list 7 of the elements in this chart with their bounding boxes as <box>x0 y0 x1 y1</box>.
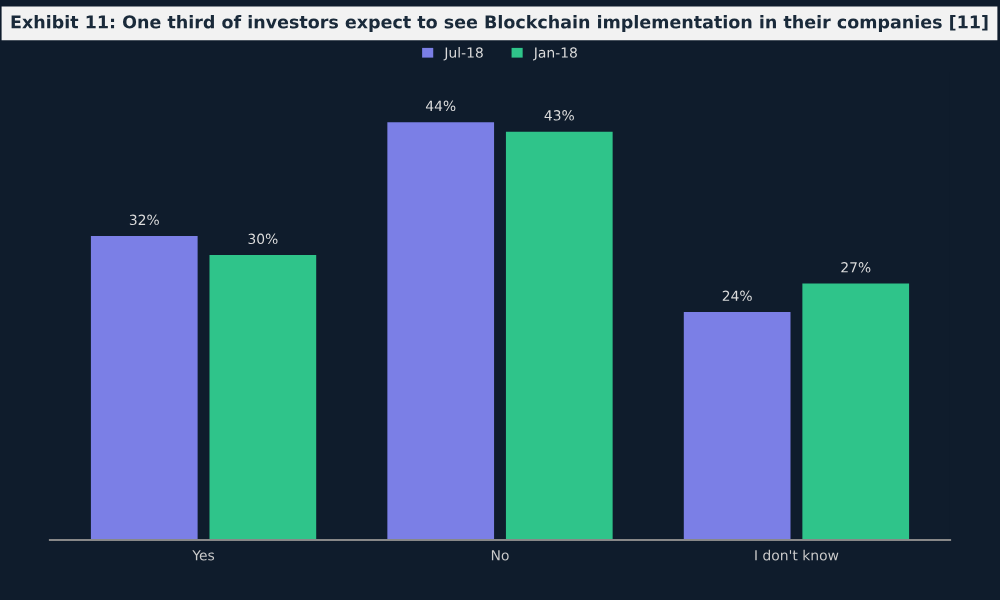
bar <box>387 122 495 540</box>
bar <box>802 283 910 540</box>
chart-title: Exhibit 11: One third of investors expect to see Blockchain implementation in their companies [11] <box>11 15 988 32</box>
bar <box>90 236 198 540</box>
bar <box>209 255 317 540</box>
bar <box>683 312 791 540</box>
bar <box>505 131 613 540</box>
